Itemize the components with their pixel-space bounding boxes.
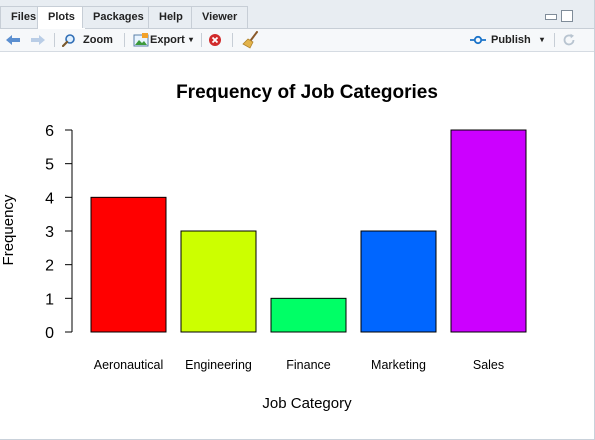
x-tick-label: Marketing [371, 358, 426, 372]
export-label: Export [150, 34, 185, 46]
export-dropdown-caret-icon: ▾ [189, 35, 194, 44]
y-axis: 0 1 2 3 4 5 6 [45, 123, 73, 342]
tab-files-label: Files [11, 11, 37, 23]
tab-plots[interactable]: Plots [37, 6, 86, 29]
x-tick-labels: Aeronautical Engineering Finance Marketing S… [94, 358, 504, 372]
y-tick-label: 6 [45, 123, 54, 140]
y-tick-label: 0 [45, 325, 54, 342]
bar-engineering [180, 230, 257, 333]
toolbar-divider [54, 33, 55, 47]
publish-dropdown-caret-icon: ▾ [540, 35, 545, 44]
refresh-icon[interactable] [562, 33, 576, 47]
x-tick-label: Sales [473, 358, 504, 372]
y-tick-label: 1 [45, 291, 54, 308]
tab-packages-label: Packages [93, 11, 144, 23]
export-image-icon [133, 33, 149, 47]
x-axis-label: Job Category [262, 395, 352, 412]
remove-plot-icon[interactable] [208, 33, 222, 47]
bar-chart: Frequency of Job Categories 0 1 2 3 4 5 6 Aero… [0, 82, 527, 412]
tab-viewer-label: Viewer [202, 11, 238, 23]
bar-marketing [360, 230, 437, 333]
toolbar-divider [124, 33, 125, 47]
x-tick-label: Finance [286, 358, 331, 372]
minimize-pane-icon[interactable] [545, 14, 557, 20]
y-tick-label: 4 [45, 190, 54, 207]
toolbar-divider [201, 33, 202, 47]
zoom-magnifier-icon [62, 34, 75, 47]
toolbar-divider [232, 33, 233, 47]
plots-toolbar: Zoom Export ▾ Publish [0, 29, 594, 52]
bar-finance [270, 297, 347, 333]
y-tick-label: 3 [45, 224, 54, 241]
maximize-pane-icon[interactable] [561, 10, 573, 22]
y-axis-label: Frequency [0, 194, 17, 265]
bar-aeronautical [90, 196, 167, 333]
toolbar-divider [554, 33, 555, 47]
tab-help-label: Help [159, 11, 183, 23]
back-arrow-icon[interactable] [5, 33, 21, 47]
x-tick-label: Engineering [185, 358, 252, 372]
publish-label: Publish [491, 34, 531, 46]
chart-title: Frequency of Job Categories [176, 82, 438, 103]
pane-tab-bar: Files Plots Packages Help Viewer [0, 0, 594, 29]
x-tick-label: Aeronautical [94, 358, 164, 372]
forward-arrow-icon[interactable] [30, 33, 46, 47]
y-tick-label: 5 [45, 157, 54, 174]
tab-help[interactable]: Help [148, 6, 194, 28]
clear-all-broom-icon[interactable] [242, 31, 260, 49]
tab-packages[interactable]: Packages [82, 6, 155, 28]
tab-viewer[interactable]: Viewer [191, 6, 249, 28]
publish-icon [470, 35, 486, 45]
zoom-label: Zoom [83, 34, 113, 46]
plot-viewer: Frequency of Job Categories 0 1 2 3 4 5 6 Aero… [0, 52, 584, 430]
y-tick-label: 2 [45, 258, 54, 275]
tab-plots-label: Plots [48, 11, 75, 23]
bars [90, 129, 527, 333]
bar-sales [450, 129, 527, 333]
